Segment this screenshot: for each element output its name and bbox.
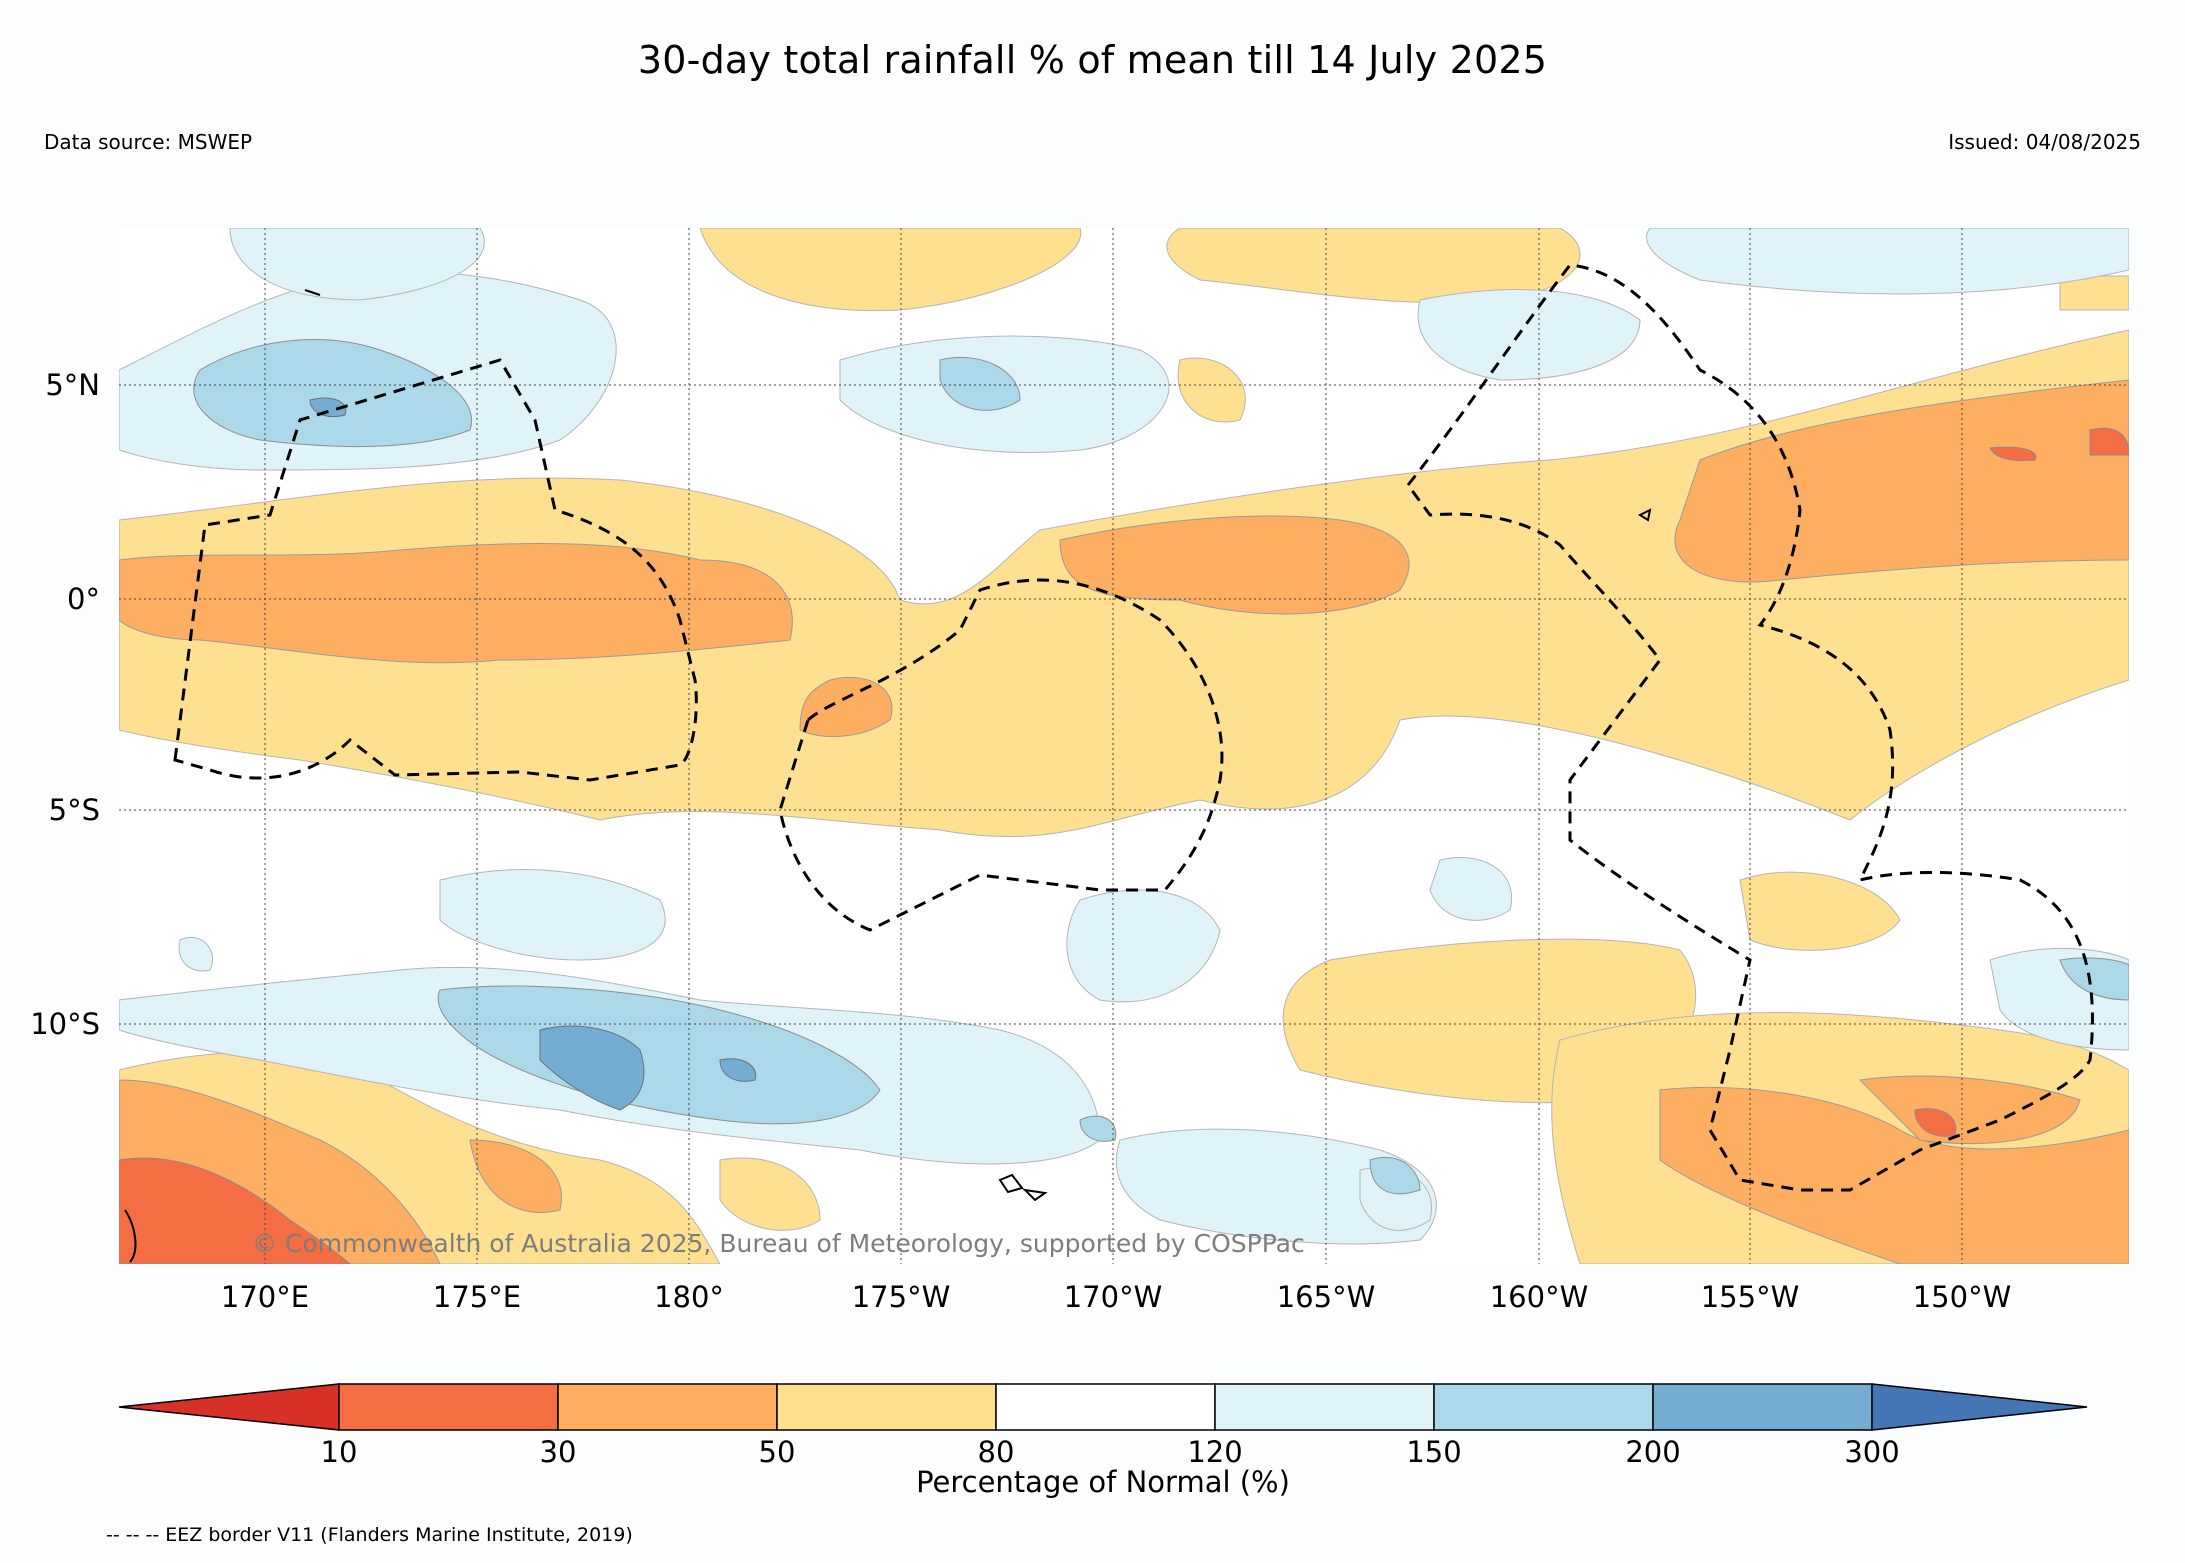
map-panel: © Commonwealth of Australia 2025, Bureau… <box>119 228 2129 1264</box>
lon-label-155w: 155°W <box>1701 1280 1800 1314</box>
colorbar-tick-30: 30 <box>540 1435 577 1469</box>
lon-label-180: 180° <box>654 1280 724 1314</box>
lon-label-165w: 165°W <box>1277 1280 1376 1314</box>
issued-date: Issued: 04/08/2025 <box>1948 130 2141 154</box>
lat-label-5n: 5°N <box>45 368 100 402</box>
region-150-200 <box>193 339 2129 1195</box>
eez-borders <box>173 263 2094 1192</box>
colorbar-above-300 <box>1871 1383 2088 1431</box>
lon-label-160w: 160°W <box>1490 1280 1589 1314</box>
colorbar-tick-300: 300 <box>1844 1435 1899 1469</box>
colorbar-tick-120: 120 <box>1187 1435 1242 1469</box>
lon-label-170w: 170°W <box>1064 1280 1163 1314</box>
lat-label-0: 0° <box>67 582 100 616</box>
colorbar-80-120 <box>995 1383 1216 1431</box>
colorbar-below-10 <box>118 1383 340 1431</box>
colorbar-120-150 <box>1214 1383 1435 1431</box>
colorbar-tick-10: 10 <box>321 1435 358 1469</box>
lon-label-175e: 175°E <box>433 1280 521 1314</box>
longitude-labels: 170°E 175°E 180° 175°W 170°W 165°W 160°W… <box>221 1280 2011 1314</box>
region-200-300 <box>309 397 757 1111</box>
lon-label-170e: 170°E <box>221 1280 309 1314</box>
lat-label-10s: 10°S <box>30 1007 100 1041</box>
colorbar-150-200 <box>1433 1383 1654 1431</box>
latitude-labels: 5°N 0° 5°S 10°S <box>30 368 100 1041</box>
lon-label-175w: 175°W <box>852 1280 951 1314</box>
colorbar-title: Percentage of Normal (%) <box>916 1465 1290 1499</box>
colorbar-tick-50: 50 <box>759 1435 796 1469</box>
lat-label-5s: 5°S <box>49 793 100 827</box>
copyright-text: © Commonwealth of Australia 2025, Bureau… <box>252 1229 1305 1258</box>
colorbar-200-300 <box>1652 1383 1873 1431</box>
colorbar <box>118 1383 2088 1431</box>
coastlines <box>124 289 1652 1263</box>
lon-label-150w: 150°W <box>1913 1280 2012 1314</box>
colorbar-10-30 <box>338 1383 559 1431</box>
eez-legend-note: -- -- -- EEZ border V11 (Flanders Marine… <box>106 1524 633 1546</box>
data-source: Data source: MSWEP <box>44 130 253 154</box>
map-title: 30-day total rainfall % of mean till 14 … <box>637 38 1548 82</box>
region-10-30 <box>119 427 2129 1264</box>
colorbar-30-50 <box>557 1383 778 1431</box>
colorbar-tick-200: 200 <box>1625 1435 1680 1469</box>
colorbar-tick-150: 150 <box>1406 1435 1461 1469</box>
colorbar-tick-80: 80 <box>978 1435 1015 1469</box>
colorbar-50-80 <box>776 1383 997 1431</box>
colorbar-ticks: 10 30 50 80 120 150 200 300 <box>321 1435 1900 1469</box>
